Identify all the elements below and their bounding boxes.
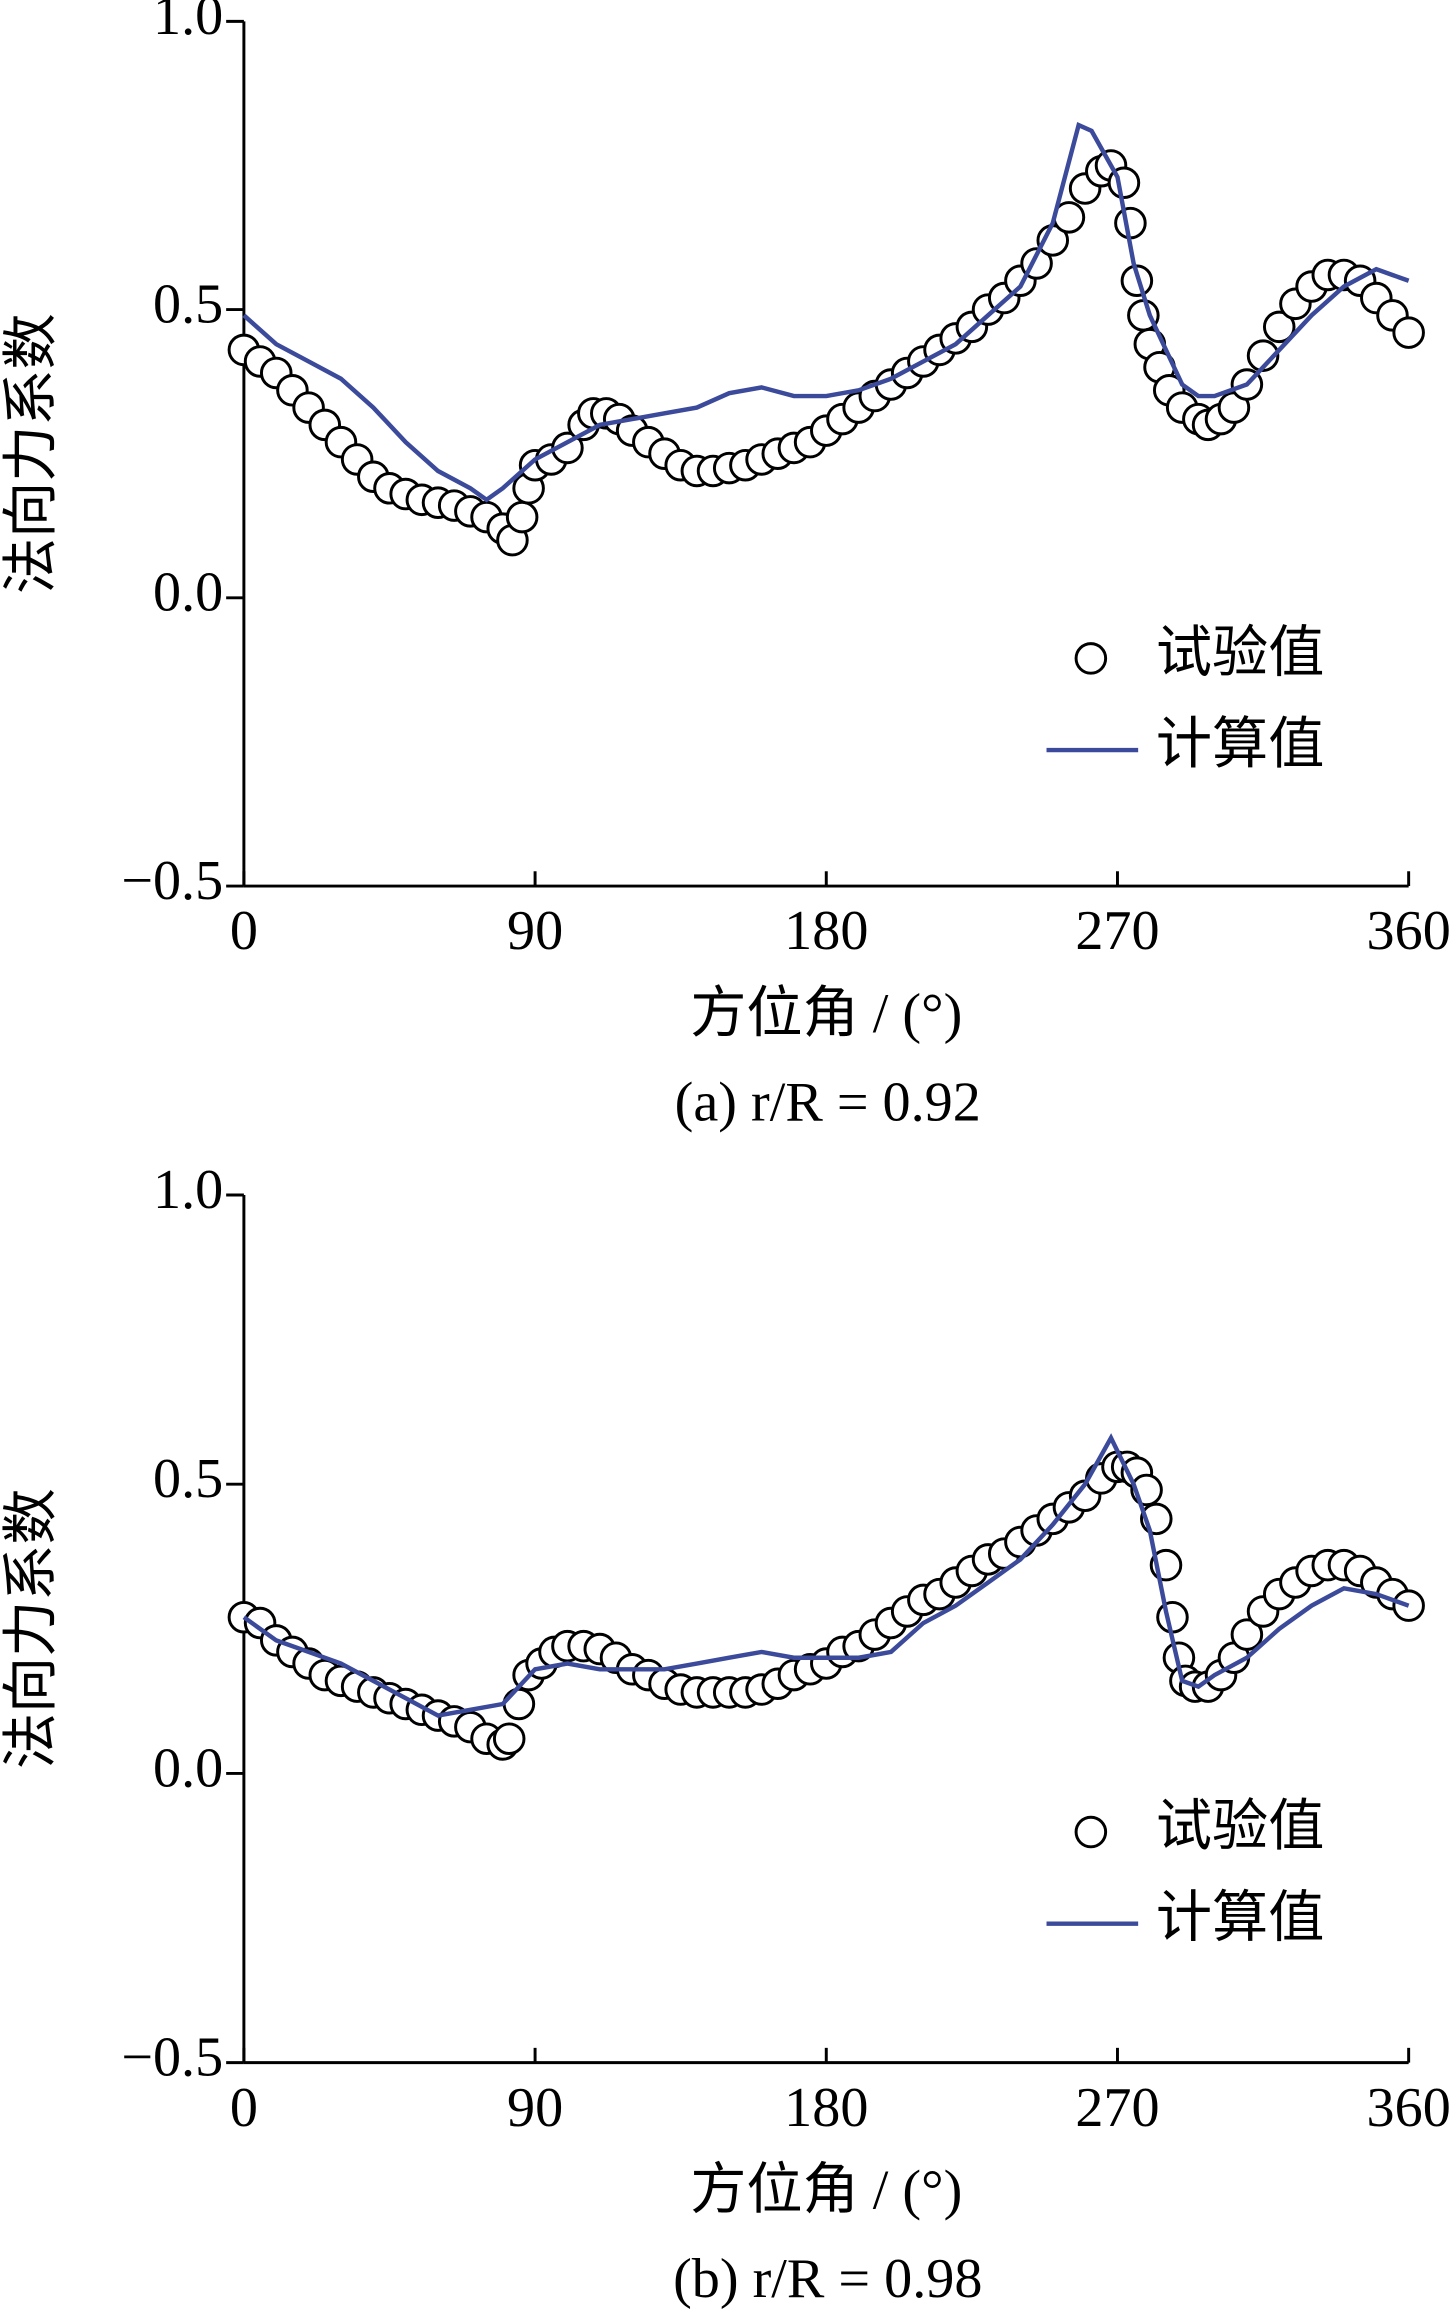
x-tick-label: 180 xyxy=(784,900,868,962)
y-axis-label: 法向力系数 xyxy=(1,313,63,594)
computed-line xyxy=(242,1433,1410,1718)
x-tick-label: 270 xyxy=(1075,900,1159,962)
y-axis-label: 法向力系数 xyxy=(1,1488,63,1769)
x-tick-label: 0 xyxy=(230,900,258,962)
x-tick-label: 270 xyxy=(1075,2077,1159,2139)
y-tick-label: 0.5 xyxy=(153,273,223,335)
data-point xyxy=(1114,206,1147,240)
x-tick-label: 180 xyxy=(784,2077,868,2139)
y-tick-label: 0.5 xyxy=(153,1448,223,1510)
data-point xyxy=(505,500,539,534)
data-point xyxy=(1246,339,1280,372)
data-point xyxy=(1156,1600,1189,1634)
legend-label: 计算值 xyxy=(1156,1888,1324,1950)
y-tick-label: 0.0 xyxy=(153,1737,223,1799)
x-tick-label: 0 xyxy=(230,2077,258,2139)
legend-label: 计算值 xyxy=(1156,714,1324,776)
legend-marker xyxy=(1074,1815,1108,1849)
caption: (a) r/R = 0.92 xyxy=(675,1072,981,1134)
legend-marker xyxy=(1074,642,1108,675)
data-point xyxy=(502,1687,536,1721)
data-point xyxy=(1230,1618,1264,1651)
x-tick-label: 360 xyxy=(1367,2077,1451,2139)
x-tick-label: 90 xyxy=(507,900,563,962)
data-point xyxy=(492,1722,526,1755)
y-tick-label: −0.5 xyxy=(121,2027,223,2089)
computed-line xyxy=(242,122,1410,503)
y-tick-label: −0.5 xyxy=(121,850,223,912)
legend-label: 试验值 xyxy=(1156,622,1324,684)
x-axis-label: 方位角 / (°) xyxy=(690,2160,962,2222)
y-tick-label: 0.0 xyxy=(153,562,223,624)
x-tick-label: 360 xyxy=(1367,900,1451,962)
caption: (b) r/R = 0.98 xyxy=(673,2248,982,2310)
data-point xyxy=(1262,310,1296,344)
y-tick-label: 1.0 xyxy=(153,1159,223,1221)
legend-label: 试验值 xyxy=(1156,1796,1324,1858)
x-tick-label: 90 xyxy=(507,2077,563,2139)
x-axis-label: 方位角 / (°) xyxy=(690,983,962,1045)
data-point xyxy=(1392,316,1425,349)
y-tick-label: 1.0 xyxy=(153,0,223,47)
